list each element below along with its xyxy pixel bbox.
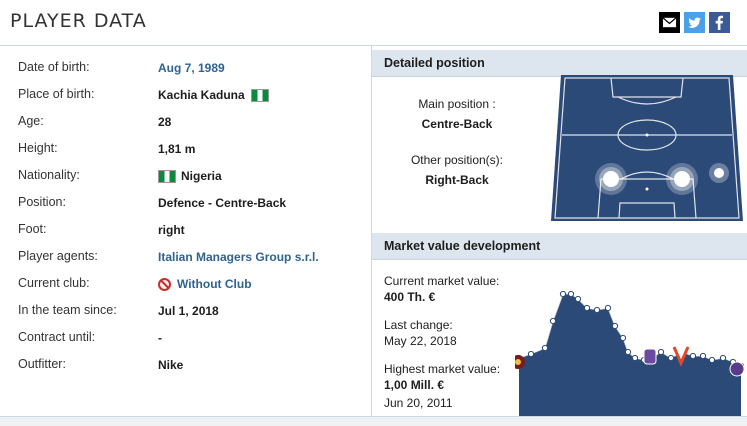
date-of-birth-link[interactable]: Aug 7, 1989 xyxy=(158,61,225,75)
current-market-value: 400 Th. € xyxy=(384,290,436,304)
market-value-point[interactable] xyxy=(574,295,582,303)
position-value: Defence - Centre-Back xyxy=(158,196,287,210)
foot-value: right xyxy=(158,223,185,237)
market-value-point[interactable] xyxy=(699,352,707,360)
market-value-point[interactable] xyxy=(631,354,639,362)
other-position-marker xyxy=(709,163,729,183)
market-value-point[interactable] xyxy=(549,317,557,325)
row-current-club: Current club: Without Club xyxy=(18,276,252,291)
pitch-diagram xyxy=(551,75,743,221)
market-value-point[interactable] xyxy=(593,306,601,314)
market-value-point[interactable] xyxy=(619,334,627,342)
main-position-label: Main position : xyxy=(418,97,496,111)
share-email-button[interactable] xyxy=(659,12,680,33)
row-position: Position: Defence - Centre-Back xyxy=(18,195,287,210)
club-badge-icon xyxy=(729,361,745,377)
market-value-point[interactable] xyxy=(657,348,665,356)
market-value-point[interactable] xyxy=(708,356,716,364)
nationality-value: Nigeria xyxy=(181,169,222,183)
mail-icon xyxy=(662,17,677,28)
club-badge-icon xyxy=(515,355,525,369)
market-value-point[interactable] xyxy=(567,290,575,298)
row-foot: Foot: right xyxy=(18,222,185,237)
other-position-label: Other position(s): xyxy=(410,153,504,167)
market-value-area xyxy=(519,294,741,416)
other-position-value: Right-Back xyxy=(425,173,489,187)
player-agent-link[interactable]: Italian Managers Group s.r.l. xyxy=(158,250,319,264)
player-data-header: PLAYER DATA xyxy=(0,0,747,46)
market-value-point[interactable] xyxy=(719,354,727,362)
row-date-of-birth: Date of birth: Aug 7, 1989 xyxy=(18,60,225,75)
no-club-icon xyxy=(158,277,171,291)
row-contract-until: Contract until: - xyxy=(18,330,162,345)
pitch-surface xyxy=(551,75,743,221)
main-position-value: Centre-Back xyxy=(421,117,493,131)
market-value-chart[interactable] xyxy=(515,286,745,416)
club-badge-icon xyxy=(643,348,657,365)
nigeria-flag-icon xyxy=(250,88,269,102)
market-value-point[interactable] xyxy=(583,304,591,312)
market-value-point[interactable] xyxy=(624,348,632,356)
detailed-position-header: Detailed position xyxy=(372,50,747,77)
market-value-point[interactable] xyxy=(689,352,697,360)
row-player-agents: Player agents: Italian Managers Group s.… xyxy=(18,249,319,264)
highest-market-value-date: Jun 20, 2011 xyxy=(384,396,453,410)
highest-market-value-label: Highest market value: xyxy=(384,362,501,376)
current-market-value-label: Current market value: xyxy=(384,274,500,288)
main-position-marker xyxy=(595,163,627,195)
footer-strip xyxy=(0,416,747,426)
highest-market-value: 1,00 Mill. € xyxy=(384,378,445,392)
row-in-team-since: In the team since: Jul 1, 2018 xyxy=(18,303,219,318)
row-place-of-birth: Place of birth: Kachia Kaduna xyxy=(0,82,371,109)
main-position-marker xyxy=(666,163,698,195)
market-value-point[interactable] xyxy=(527,350,535,358)
in-team-since-value: Jul 1, 2018 xyxy=(158,304,219,318)
current-club-link[interactable]: Without Club xyxy=(158,277,252,291)
last-change-label: Last change: xyxy=(384,318,453,332)
right-panel: Detailed position Main position : Centre… xyxy=(372,46,747,416)
height-value: 1,81 m xyxy=(158,142,196,156)
place-of-birth-value: Kachia Kaduna xyxy=(158,88,245,102)
share-twitter-button[interactable] xyxy=(684,12,705,33)
facebook-icon xyxy=(715,15,724,30)
share-facebook-button[interactable] xyxy=(709,12,730,33)
row-age: Age: 28 xyxy=(18,114,172,129)
twitter-icon xyxy=(687,17,702,28)
row-height: Height: 1,81 m xyxy=(18,141,196,156)
outfitter-value: Nike xyxy=(158,358,184,372)
contract-until-value: - xyxy=(158,331,162,345)
column-divider xyxy=(371,46,372,416)
player-info-table: Date of birth: Aug 7, 1989 Place of birt… xyxy=(0,46,371,416)
pitch-lines xyxy=(554,77,740,219)
page-title: PLAYER DATA xyxy=(10,10,147,32)
age-value: 28 xyxy=(158,115,172,129)
market-value-point[interactable] xyxy=(559,290,567,298)
nigeria-flag-icon xyxy=(158,169,176,183)
market-value-point[interactable] xyxy=(604,304,612,312)
club-badge-icon xyxy=(672,346,690,367)
market-value-point[interactable] xyxy=(541,344,549,352)
row-outfitter: Outfitter: Nike xyxy=(18,357,184,372)
row-nationality: Nationality: Nigeria xyxy=(18,168,222,183)
market-value-point[interactable] xyxy=(611,322,619,330)
market-value-header: Market value development xyxy=(372,233,747,260)
market-value-point[interactable] xyxy=(667,354,675,362)
last-change-value: May 22, 2018 xyxy=(384,334,457,348)
